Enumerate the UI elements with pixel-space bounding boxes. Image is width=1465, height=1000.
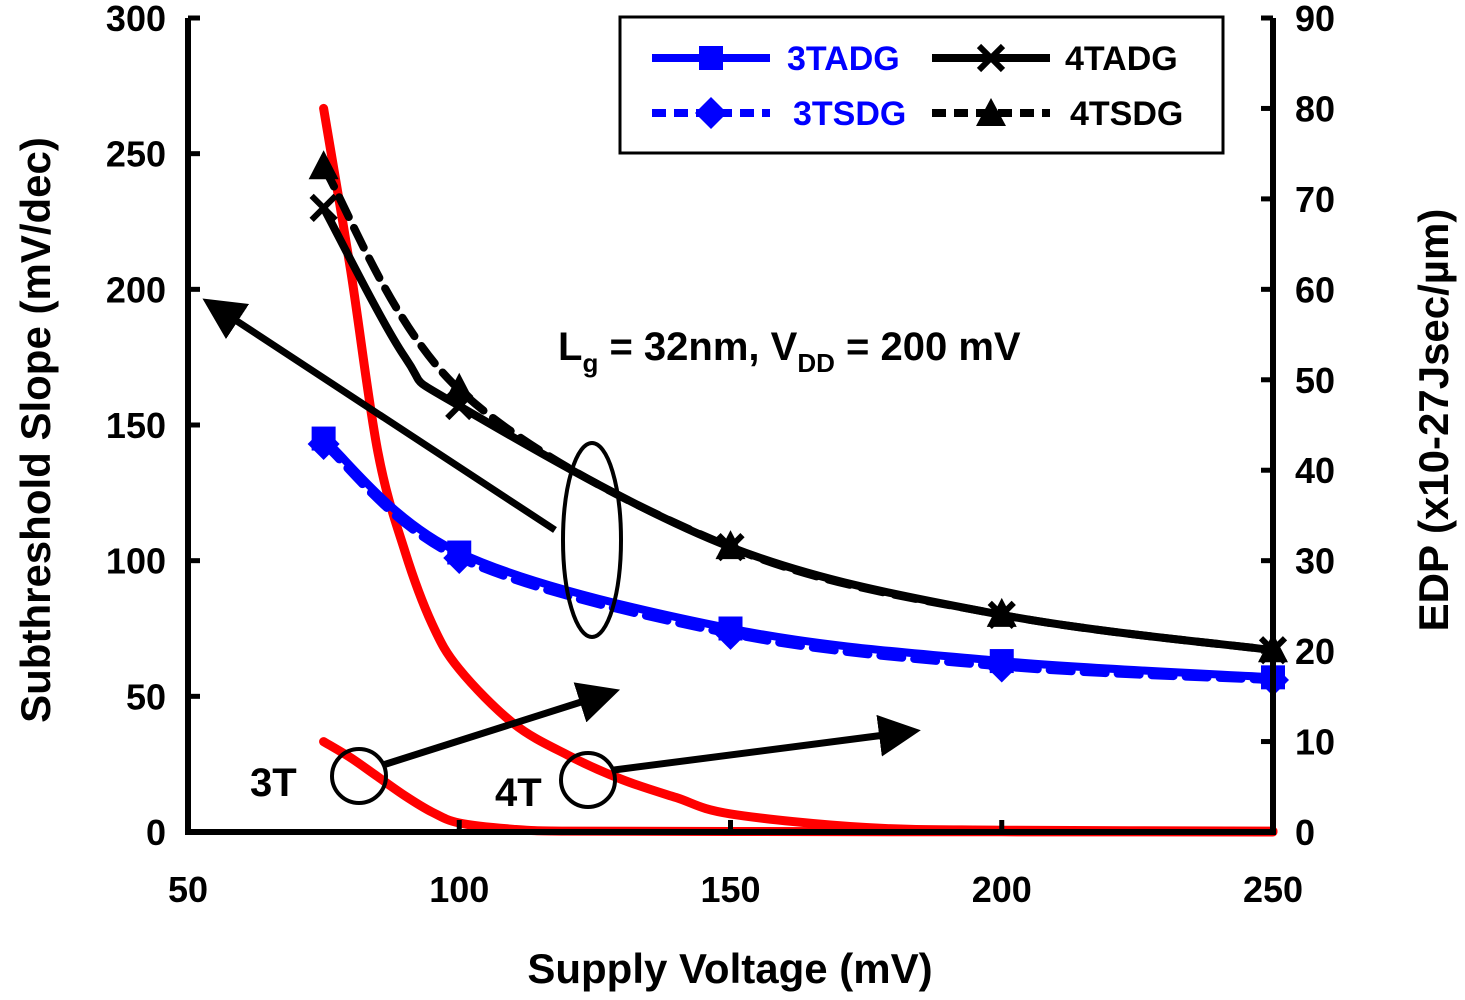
y2-tick-label: 10 — [1295, 722, 1335, 763]
legend-4tadg-marker — [976, 43, 1006, 73]
legend-box — [618, 15, 1225, 155]
y-tick-label: 300 — [106, 0, 166, 39]
y-tick-label: 50 — [126, 676, 166, 717]
y2-tick-label: 70 — [1295, 179, 1335, 220]
y2-tick-label: 40 — [1295, 450, 1335, 491]
data-point-3tsdg — [714, 617, 747, 650]
x-tick-label: 200 — [972, 869, 1032, 910]
x-tick-label: 150 — [700, 869, 760, 910]
legend-3tadg-label: 3TADG — [787, 40, 900, 78]
legend-4tadg-label: 4TADG — [1065, 40, 1178, 78]
annotation-sub-dd: DD — [797, 348, 835, 378]
y2-tick-label: 30 — [1295, 541, 1335, 582]
callout-3t-arrow — [381, 682, 621, 769]
legend-4tsdg-marker — [976, 98, 1006, 126]
series-line-3tsdg — [319, 440, 1277, 685]
y2-tick-label: 50 — [1295, 360, 1335, 401]
annotation-text: Lg = 32nm, VDD = 200 mV — [558, 325, 1021, 378]
series-4tadg — [309, 193, 1288, 665]
series-layer — [307, 103, 1289, 837]
y-axis-title: Subthreshold Slope (mV/dec) — [12, 137, 59, 723]
data-point-4tsdg — [715, 530, 746, 560]
legend-3tsdg-marker — [695, 97, 727, 129]
annotation-sub-g: g — [582, 348, 598, 378]
data-point-4tadg — [309, 193, 338, 223]
annotation-mid: = 32nm, V — [598, 325, 797, 369]
ss-axis-arrow — [202, 298, 557, 533]
data-point-4tsdg — [986, 597, 1017, 627]
data-point-4tsdg — [308, 150, 339, 180]
data-point-4tsdg — [444, 372, 475, 402]
callout-4t-arrow — [613, 714, 921, 774]
data-point-3tsdg — [307, 427, 340, 460]
y2-tick-label: 60 — [1295, 269, 1335, 310]
data-point-3tsdg — [985, 650, 1018, 683]
y-tick-label: 200 — [106, 269, 166, 310]
legend-4tsdg-label: 4TSDG — [1070, 95, 1183, 133]
ss-group-ellipse — [561, 441, 623, 639]
callout-3t-circle — [330, 747, 388, 805]
legend-3tsdg-label: 3TSDG — [793, 95, 906, 133]
legend: 3TADG 4TADG 3TSDG 4TSDG — [618, 15, 1225, 155]
y-tick-label: 250 — [106, 134, 166, 175]
x-tick-label: 250 — [1243, 869, 1303, 910]
y2-tick-label: 20 — [1295, 631, 1335, 672]
annotation-L: L — [558, 325, 582, 369]
x-tick-label: 100 — [429, 869, 489, 910]
y-tick-label: 150 — [106, 405, 166, 446]
series-line-4tadg — [319, 203, 1277, 655]
annotation-end: = 200 mV — [835, 325, 1021, 369]
legend-3tadg-marker — [699, 46, 723, 70]
callout-4t-label: 4T — [495, 771, 542, 815]
y-tick-label: 100 — [106, 541, 166, 582]
y-tick-label: 0 — [146, 812, 166, 853]
y2-tick-label: 90 — [1295, 0, 1335, 39]
series-4tsdg — [308, 150, 1288, 663]
y2-axis-title: EDP (x10-27Jsec/µm) — [1410, 209, 1457, 632]
series-3tsdg — [307, 427, 1289, 697]
y2-tick-label: 0 — [1295, 812, 1315, 853]
callout-3t-label: 3T — [250, 761, 297, 805]
callout-4t-circle — [559, 751, 617, 809]
data-point-3tsdg — [443, 541, 476, 574]
y2-tick-label: 80 — [1295, 88, 1335, 129]
x-tick-label: 50 — [168, 869, 208, 910]
x-axis-title: Supply Voltage (mV) — [527, 945, 932, 992]
